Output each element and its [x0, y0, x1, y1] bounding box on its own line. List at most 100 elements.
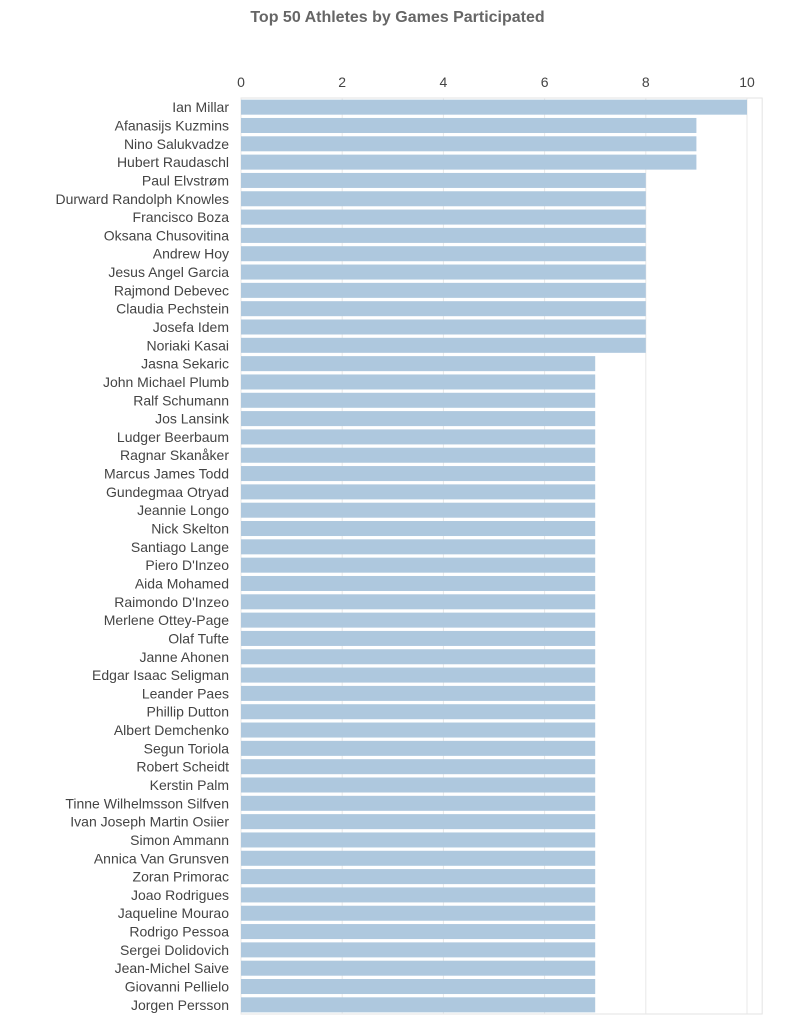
- category-label: Joao Rodrigues: [131, 887, 229, 903]
- category-label: Josefa Idem: [153, 319, 229, 335]
- bar: [241, 411, 596, 427]
- category-label: Hubert Raudaschl: [117, 154, 229, 170]
- category-label: Jaqueline Mourao: [118, 905, 230, 921]
- bar: [241, 575, 596, 591]
- category-label: Durward Randolph Knowles: [55, 191, 229, 207]
- category-label: Zoran Primorac: [133, 869, 229, 885]
- bar: [241, 814, 596, 830]
- bar: [241, 924, 596, 940]
- category-label: Claudia Pechstein: [116, 301, 229, 317]
- bar: [241, 392, 596, 408]
- bar: [241, 502, 596, 518]
- x-tick-label: 10: [739, 74, 755, 90]
- bar: [241, 447, 596, 463]
- bar: [241, 319, 646, 335]
- chart-title: Top 50 Athletes by Games Participated: [250, 9, 545, 26]
- bar: [241, 374, 596, 390]
- category-label: Ian Millar: [172, 99, 229, 115]
- category-label: Oksana Chusovitina: [104, 227, 230, 243]
- bar: [241, 630, 596, 646]
- category-label: Giovanni Pellielo: [125, 979, 229, 995]
- category-label: Afanasijs Kuzmins: [115, 117, 229, 133]
- category-label: Andrew Hoy: [153, 246, 229, 262]
- category-label: Ivan Joseph Martin Osiier: [70, 814, 229, 830]
- bar: [241, 337, 646, 353]
- category-label: Jasna Sekaric: [141, 356, 229, 372]
- category-label: Tinne Wilhelmsson Silfven: [65, 795, 229, 811]
- category-label: Jesus Angel Garcia: [108, 264, 229, 280]
- category-label: Marcus James Todd: [104, 466, 229, 482]
- bar: [241, 869, 596, 885]
- category-label: Ludger Beerbaum: [117, 429, 229, 445]
- bar: [241, 887, 596, 903]
- bar: [241, 264, 646, 280]
- bar: [241, 685, 596, 701]
- bar: [241, 832, 596, 848]
- bar: [241, 99, 747, 115]
- category-label: Segun Toriola: [144, 740, 230, 756]
- category-label: Leander Paes: [142, 685, 229, 701]
- category-label: Piero D'Inzeo: [145, 557, 229, 573]
- bar: [241, 649, 596, 665]
- category-label: Rajmond Debevec: [114, 282, 229, 298]
- x-tick-label: 0: [237, 74, 245, 90]
- bar: [241, 979, 596, 995]
- bar: [241, 612, 596, 628]
- bar: [241, 356, 596, 372]
- category-label: Raimondo D'Inzeo: [114, 594, 229, 610]
- category-label: Albert Demchenko: [114, 722, 229, 738]
- category-label: Francisco Boza: [133, 209, 230, 225]
- category-label: Gundegmaa Otryad: [106, 484, 229, 500]
- bar: [241, 521, 596, 537]
- bar: [241, 154, 697, 170]
- bar: [241, 777, 596, 793]
- bar: [241, 740, 596, 756]
- bar: [241, 722, 596, 738]
- category-label: Merlene Ottey-Page: [104, 612, 229, 628]
- bar: [241, 997, 596, 1013]
- bar: [241, 704, 596, 720]
- category-label: Nick Skelton: [151, 521, 229, 537]
- category-labels: Ian Millar Afanasijs Kuzmins Nino Salukvad…: [55, 99, 230, 1013]
- category-label: Jos Lansink: [155, 411, 230, 427]
- category-label: Nino Salukvadze: [124, 136, 229, 152]
- bar: [241, 246, 646, 262]
- category-label: Santiago Lange: [131, 539, 229, 555]
- bar: [241, 759, 596, 775]
- category-label: Aida Mohamed: [135, 575, 229, 591]
- category-label: Edgar Isaac Seligman: [92, 667, 229, 683]
- category-label: Robert Scheidt: [136, 759, 229, 775]
- bar: [241, 191, 646, 207]
- bar: [241, 136, 697, 152]
- bar: [241, 667, 596, 683]
- x-tick-label: 2: [338, 74, 346, 90]
- category-label: Sergei Dolidovich: [120, 942, 229, 958]
- bar: [241, 172, 646, 188]
- bar: [241, 209, 646, 225]
- category-label: John Michael Plumb: [103, 374, 229, 390]
- bar: [241, 795, 596, 811]
- x-tick-label: 8: [642, 74, 650, 90]
- category-label: Ragnar Skanåker: [120, 447, 229, 463]
- category-label: Rodrigo Pessoa: [129, 924, 229, 940]
- bar: [241, 282, 646, 298]
- x-axis-ticks: 0 2 4 6 8 10: [237, 74, 755, 90]
- bar: [241, 466, 596, 482]
- bar-layer: [241, 99, 747, 1013]
- category-label: Phillip Dutton: [147, 704, 230, 720]
- bar: [241, 942, 596, 958]
- category-label: Annica Van Grunsven: [94, 850, 229, 866]
- category-label: Jorgen Persson: [131, 997, 229, 1013]
- category-label: Jeannie Longo: [137, 502, 229, 518]
- bar: [241, 429, 596, 445]
- category-label: Simon Ammann: [130, 832, 229, 848]
- x-tick-label: 4: [440, 74, 448, 90]
- category-label: Olaf Tufte: [168, 630, 229, 646]
- bar: [241, 557, 596, 573]
- category-label: Ralf Schumann: [133, 392, 229, 408]
- bar: [241, 539, 596, 555]
- bar: [241, 905, 596, 921]
- x-tick-label: 6: [541, 74, 549, 90]
- bar: [241, 117, 697, 133]
